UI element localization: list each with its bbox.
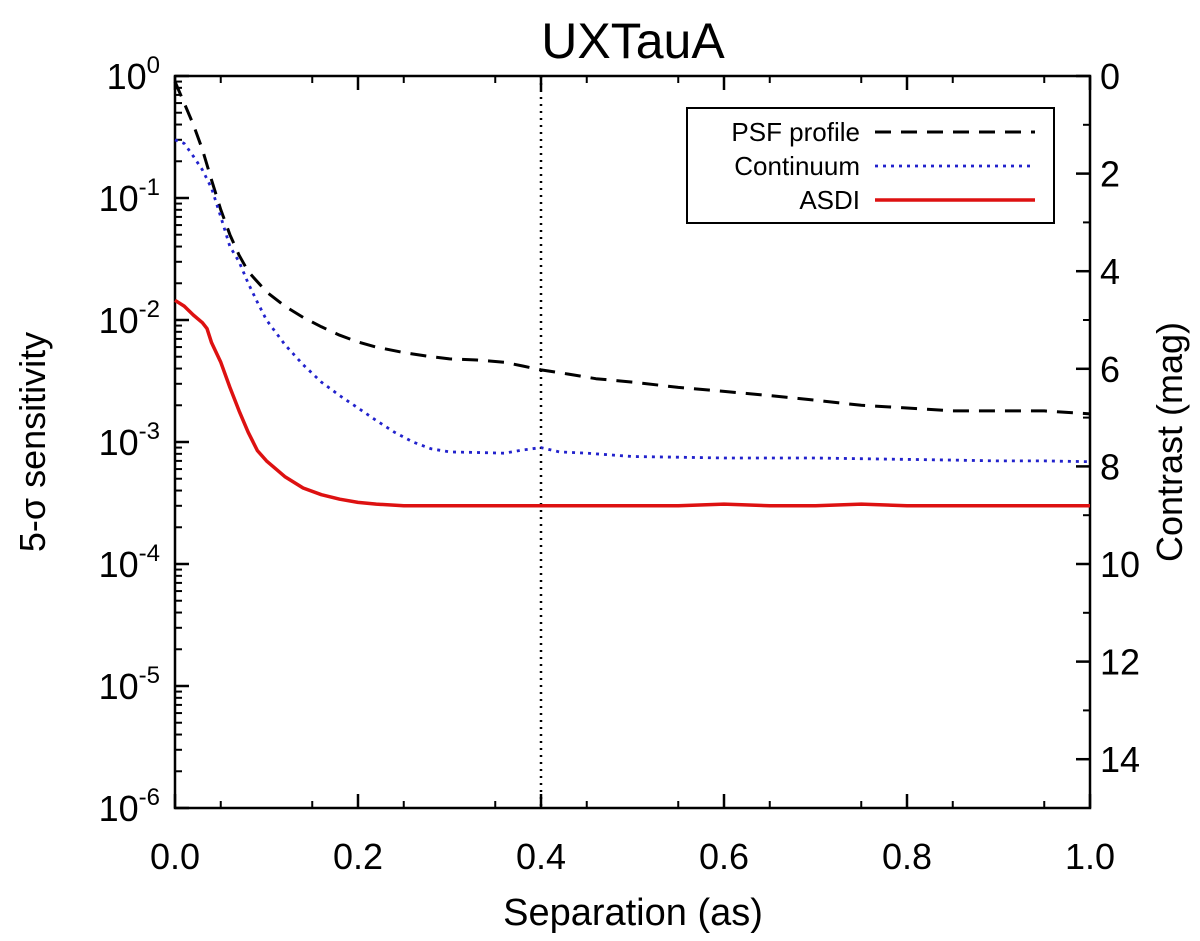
y-tick-label: 10-6 (99, 784, 160, 829)
chart-title: UXTauA (541, 13, 725, 69)
legend: PSF profile Continuum ASDI (686, 107, 1055, 224)
y-right-tick-label: 0 (1100, 56, 1120, 97)
y-tick-label: 10-3 (99, 418, 160, 463)
y-tick-label: 10-1 (99, 174, 160, 219)
y-tick-label: 10-4 (99, 540, 160, 585)
y-right-tick-label: 14 (1100, 739, 1140, 780)
y-right-tick-label: 4 (1100, 251, 1120, 292)
y-right-axis-label: Contrast (mag) (1149, 322, 1190, 562)
y-right-tick-label: 8 (1100, 446, 1120, 487)
x-tick-label: 0.2 (333, 836, 383, 877)
y-axis-ticks: 100 10-1 10-2 10-3 10-4 10-5 10-6 (99, 52, 189, 829)
y-right-tick-label: 10 (1100, 544, 1140, 585)
series-line-asdi (174, 298, 1090, 508)
x-tick-label: 1.0 (1065, 836, 1115, 877)
x-tick-label: 0.6 (699, 836, 749, 877)
legend-label-psf-profile: PSF profile (731, 117, 860, 147)
x-tick-label: 0.0 (150, 836, 200, 877)
legend-box (686, 107, 1055, 224)
legend-label-asdi: ASDI (799, 185, 860, 215)
x-tick-label: 0.4 (516, 836, 566, 877)
x-axis-ticks: 0.0 0.2 0.4 0.6 0.8 1.0 (150, 76, 1115, 877)
y-right-tick-label: 2 (1100, 154, 1120, 195)
series-line-continuum (174, 138, 1091, 464)
legend-label-continuum: Continuum (734, 151, 860, 181)
y-tick-label: 10-2 (99, 296, 160, 341)
y-tick-label: 100 (107, 52, 160, 97)
x-axis-label: Separation (as) (503, 892, 763, 934)
y-right-axis-ticks: 0 2 4 6 8 10 12 14 (1076, 56, 1140, 780)
y-right-tick-label: 12 (1100, 642, 1140, 683)
y-axis-label: 5-σ sensitivity (12, 332, 53, 552)
series-line-psf-profile (173, 81, 1091, 416)
series-group (173, 81, 1091, 508)
x-tick-label: 0.8 (882, 836, 932, 877)
y-tick-label: 10-5 (99, 662, 160, 707)
y-right-tick-label: 6 (1100, 349, 1120, 390)
